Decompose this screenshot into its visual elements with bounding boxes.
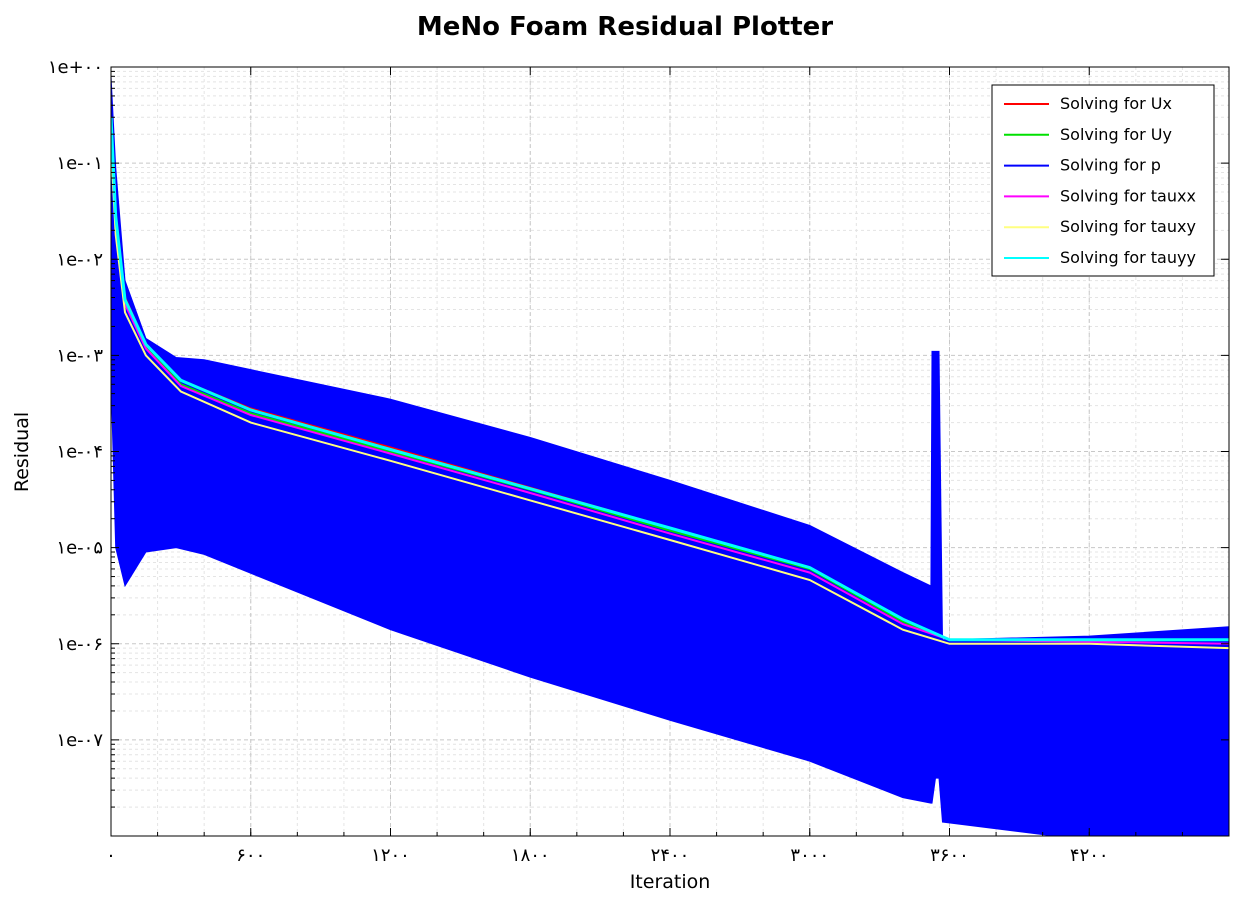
series-solving-for-p: [111, 76, 1229, 836]
series-solving-for-tauyy: [111, 117, 1229, 642]
x-tick-label: ۶۰۰: [236, 845, 265, 866]
axis-ticks: ۰ ۶۰۰ ۱۲۰۰ ۱۸۰۰ ۲۴۰۰ ۳۰۰۰ ۳۶۰۰ ۴۲۰۰ ۱e+۰۰ ۱e-۰۱ ۱e…: [48, 57, 1230, 866]
y-tick-label: ۱e-۰۵: [56, 538, 103, 559]
y-tick-label: ۱e-۰۴: [56, 442, 103, 463]
x-tick-label: ۴۲۰۰: [1070, 845, 1109, 866]
y-tick-label: ۱e+۰۰: [48, 57, 103, 78]
y-tick-label: ۱e-۰۳: [56, 345, 103, 366]
x-tick-label: ۱۸۰۰: [511, 845, 550, 866]
legend-entry: Solving for p: [1060, 156, 1161, 175]
x-tick-label: ۲۴۰۰: [651, 845, 690, 866]
x-tick-label: ۰: [106, 845, 116, 866]
legend-box: [991, 84, 1215, 277]
x-tick-label: ۱۲۰۰: [371, 845, 410, 866]
chart-title: MeNo Foam Residual Plotter: [417, 12, 833, 42]
x-axis-label: Iteration: [630, 871, 711, 893]
x-tick-label: ۳۶۰۰: [930, 845, 969, 866]
series-group: [111, 76, 1229, 836]
legend-entry: Solving for tauyy: [1060, 248, 1196, 267]
x-tick-label: ۳۰۰۰: [790, 845, 829, 866]
y-tick-label: ۱e-۰۶: [56, 634, 103, 655]
series-solving-for-tauxy: [111, 146, 1229, 650]
y-axis-label: Residual: [11, 412, 33, 492]
legend: Solving for Ux Solving for Uy Solving for …: [991, 84, 1215, 277]
y-tick-label: ۱e-۰۷: [56, 730, 103, 751]
plot-area: [111, 76, 1229, 836]
legend-entry: Solving for tauxy: [1060, 217, 1196, 236]
legend-entry: Solving for tauxx: [1060, 186, 1196, 205]
legend-entry: Solving for Uy: [1060, 125, 1172, 144]
y-tick-label: ۱e-۰۱: [56, 153, 103, 174]
y-tick-label: ۱e-۰۲: [56, 249, 103, 270]
legend-entry: Solving for Ux: [1060, 94, 1172, 113]
